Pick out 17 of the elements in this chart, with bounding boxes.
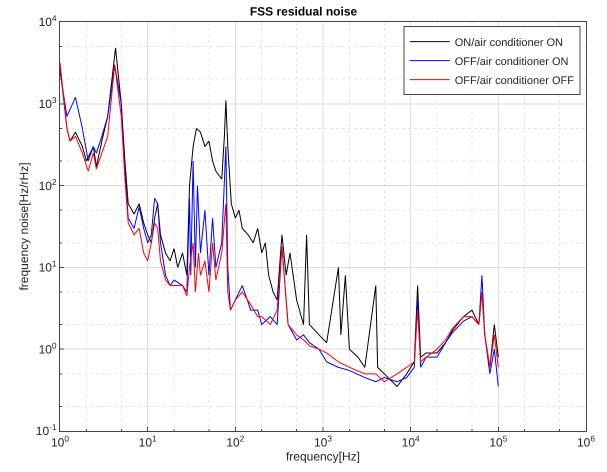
x-tick-label: 10$^{4}$ [402,433,420,450]
chart-title: FSS residual noise [250,4,358,18]
x-tick-label: 10$^{3}$ [314,433,332,450]
y-tick-label: 10$^{0}$ [38,340,57,356]
y-tick-label: 10$^{3}$ [38,94,57,111]
legend-label: OFF/air conditioner ON [454,56,568,68]
x-tick-label: 10$^{5}$ [489,433,508,450]
y-tick-label: 10$^{4}$ [38,13,57,30]
y-axis-title: frequency noise[Hz/rHz] [17,162,32,291]
x-tick-label: 10$^{2}$ [226,433,245,450]
legend-label: OFF/air conditioner OFF [454,74,574,87]
x-tick-label: 10$^{1}$ [138,433,158,450]
y-tick-label: 10$^{1}$ [38,258,57,275]
legend-label: ON/air conditioner ON [454,36,563,49]
y-tick-label: 10$^{2}$ [38,176,57,193]
x-tick-label: 10$^{6}$ [576,433,596,450]
x-axis-title: frequency[Hz] [286,449,360,464]
